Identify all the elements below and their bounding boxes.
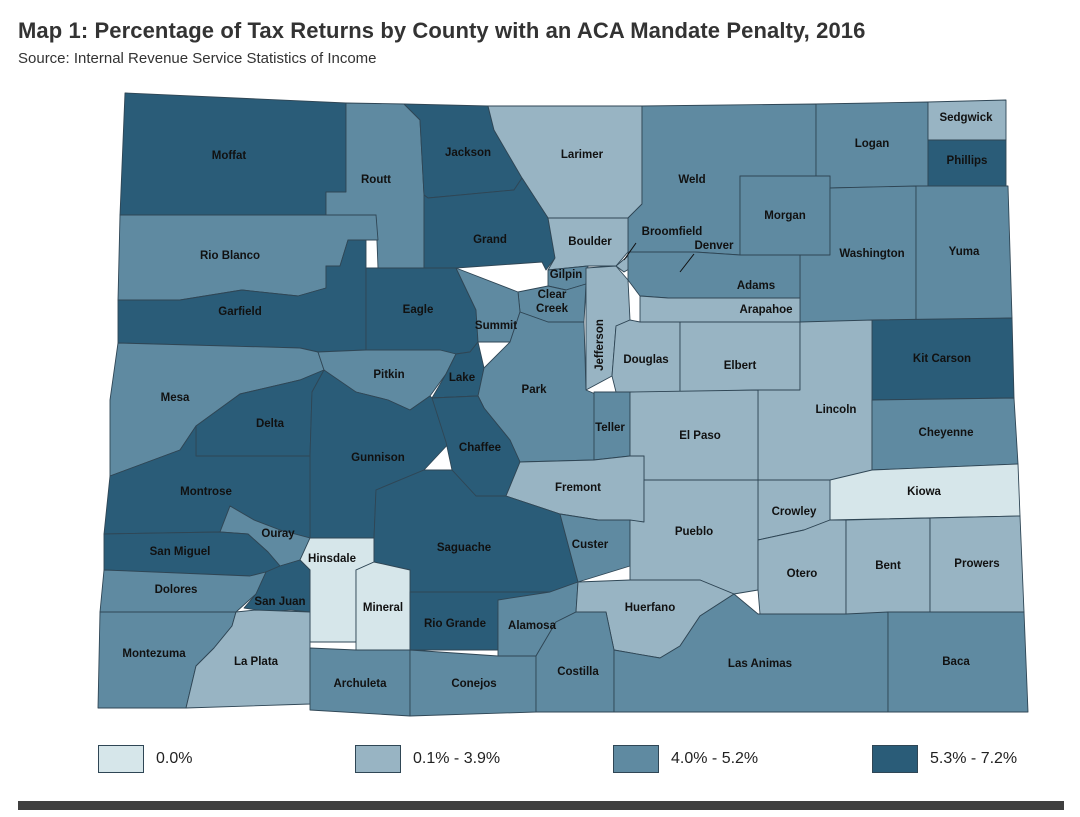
county-label-la-plata: La Plata [234, 656, 279, 668]
county-label-fremont: Fremont [555, 482, 601, 494]
county-label-kit-carson: Kit Carson [913, 353, 971, 365]
county-label-phillips: Phillips [947, 155, 988, 167]
county-baca [887, 611, 1029, 713]
legend-swatch-0 [98, 745, 144, 773]
county-label-douglas: Douglas [623, 354, 668, 366]
legend-item-1: 0.1% - 3.9% [355, 745, 500, 773]
county-label-eagle: Eagle [403, 304, 434, 316]
county-label-san-juan: San Juan [254, 596, 305, 608]
county-label-alamosa: Alamosa [508, 620, 557, 632]
county-label-arapahoe: Arapahoe [739, 304, 792, 316]
county-elbert [679, 321, 801, 393]
county-label-san-miguel: San Miguel [150, 546, 211, 558]
county-label-prowers: Prowers [954, 558, 999, 570]
denver-leader-line [679, 253, 695, 273]
county-las-animas [613, 593, 889, 713]
bottom-rule [18, 801, 1064, 810]
county-label-lincoln: Lincoln [816, 404, 857, 416]
county-label-clear-creek: Clear Creek [536, 289, 569, 315]
county-grand [423, 177, 556, 271]
county-label-montrose: Montrose [180, 486, 232, 498]
legend-swatch-3 [872, 745, 918, 773]
legend-label-0: 0.0% [156, 750, 193, 767]
map-source: Source: Internal Revenue Service Statist… [18, 50, 377, 67]
county-label-rio-blanco: Rio Blanco [200, 250, 260, 262]
county-label-jefferson: Jefferson [594, 319, 606, 371]
county-label-dolores: Dolores [155, 584, 198, 596]
county-label-hinsdale: Hinsdale [308, 553, 356, 565]
county-label-yuma: Yuma [949, 246, 980, 258]
county-label-pueblo: Pueblo [675, 526, 713, 538]
county-label-ouray: Ouray [261, 528, 295, 540]
county-label-mesa: Mesa [161, 392, 190, 404]
county-label-crowley: Crowley [772, 506, 817, 518]
county-label-chaffee: Chaffee [459, 442, 501, 454]
county-label-routt: Routt [361, 174, 391, 186]
county-label-washington: Washington [839, 248, 904, 260]
legend-swatch-2 [613, 745, 659, 773]
county-label-conejos: Conejos [451, 678, 496, 690]
county-boulder [547, 217, 629, 271]
county-label-grand: Grand [473, 234, 507, 246]
county-label-bent: Bent [875, 560, 901, 572]
county-label-saguache: Saguache [437, 542, 491, 554]
county-label-broomfield: Broomfield [642, 226, 703, 238]
county-label-larimer: Larimer [561, 149, 604, 161]
county-label-baca: Baca [942, 656, 970, 668]
county-label-archuleta: Archuleta [333, 678, 387, 690]
county-label-morgan: Morgan [764, 210, 806, 222]
county-label-montezuma: Montezuma [122, 648, 186, 660]
county-label-adams: Adams [737, 280, 775, 292]
county-label-lake: Lake [449, 372, 475, 384]
county-label-pitkin: Pitkin [373, 369, 404, 381]
county-label-moffat: Moffat [212, 150, 247, 162]
county-label-otero: Otero [787, 568, 818, 580]
county-label-garfield: Garfield [218, 306, 261, 318]
county-label-mineral: Mineral [363, 602, 403, 614]
broomfield-leader-line [623, 242, 637, 261]
county-label-delta: Delta [256, 418, 285, 430]
legend-label-1: 0.1% - 3.9% [413, 750, 501, 767]
legend-item-3: 5.3% - 7.2% [872, 745, 1017, 773]
legend-swatch-1 [355, 745, 401, 773]
county-label-costilla: Costilla [557, 666, 599, 678]
county-label-boulder: Boulder [568, 236, 612, 248]
county-label-elbert: Elbert [724, 360, 757, 372]
county-label-park: Park [522, 384, 548, 396]
county-label-denver: Denver [695, 240, 735, 252]
county-label-kiowa: Kiowa [907, 486, 941, 498]
county-label-sedgwick: Sedgwick [939, 112, 993, 124]
county-label-weld: Weld [678, 174, 705, 186]
county-label-gunnison: Gunnison [351, 452, 405, 464]
county-label-teller: Teller [595, 422, 625, 434]
county-la-plata [185, 609, 311, 709]
county-costilla [535, 611, 615, 713]
county-label-custer: Custer [572, 539, 609, 551]
county-label-rio-grande: Rio Grande [424, 618, 486, 630]
county-label-summit: Summit [475, 320, 517, 332]
legend: 0.0% 0.1% - 3.9% 4.0% - 5.2% 5.3% - 7.2% [0, 745, 1080, 779]
legend-label-3: 5.3% - 7.2% [930, 750, 1018, 767]
county-label-el-paso: El Paso [679, 430, 721, 442]
map-title: Map 1: Percentage of Tax Returns by Coun… [18, 18, 866, 43]
legend-item-0: 0.0% [98, 745, 192, 773]
legend-label-2: 4.0% - 5.2% [671, 750, 759, 767]
county-label-jackson: Jackson [445, 147, 491, 159]
county-label-huerfano: Huerfano [625, 602, 675, 614]
county-label-cheyenne: Cheyenne [919, 427, 974, 439]
legend-item-2: 4.0% - 5.2% [613, 745, 758, 773]
colorado-county-map: Moffat Routt Jackson Larimer Weld Logan Sedgwi… [97, 92, 1029, 717]
county-label-logan: Logan [855, 138, 890, 150]
county-label-las-animas: Las Animas [728, 658, 792, 670]
county-label-gilpin: Gilpin [550, 269, 583, 281]
